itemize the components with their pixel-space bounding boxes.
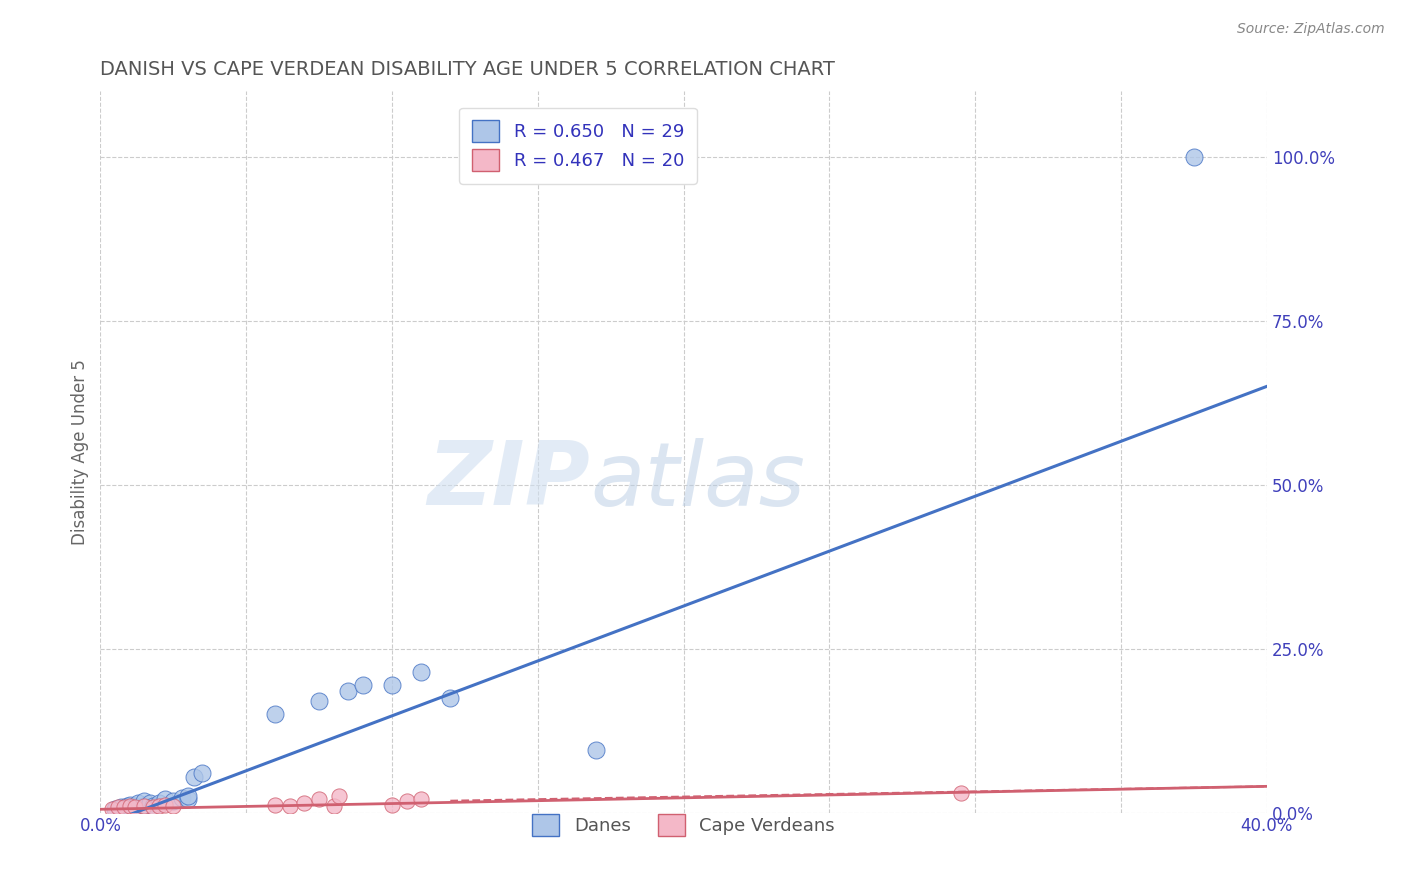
Point bbox=[112, 800, 135, 814]
Point bbox=[395, 794, 418, 808]
Y-axis label: Disability Age Under 5: Disability Age Under 5 bbox=[72, 359, 89, 545]
Point bbox=[110, 800, 132, 814]
Point bbox=[127, 796, 149, 810]
Text: DANISH VS CAPE VERDEAN DISABILITY AGE UNDER 5 CORRELATION CHART: DANISH VS CAPE VERDEAN DISABILITY AGE UN… bbox=[100, 60, 835, 78]
Point bbox=[107, 800, 129, 814]
Point bbox=[264, 797, 287, 812]
Point bbox=[439, 690, 461, 705]
Point bbox=[191, 766, 214, 780]
Point bbox=[101, 802, 124, 816]
Point bbox=[142, 799, 165, 814]
Point bbox=[585, 743, 607, 757]
Point bbox=[148, 799, 170, 814]
Point bbox=[118, 797, 141, 812]
Point bbox=[177, 789, 200, 804]
Point bbox=[118, 800, 141, 814]
Point bbox=[183, 770, 205, 784]
Point bbox=[411, 665, 433, 679]
Point bbox=[139, 796, 162, 810]
Point bbox=[1182, 150, 1205, 164]
Point bbox=[337, 684, 360, 698]
Point bbox=[294, 796, 316, 810]
Point bbox=[949, 786, 972, 800]
Point bbox=[328, 789, 350, 804]
Point bbox=[381, 678, 404, 692]
Point bbox=[153, 797, 176, 812]
Point bbox=[148, 796, 170, 810]
Point bbox=[132, 799, 155, 814]
Point bbox=[104, 802, 127, 816]
Point bbox=[132, 794, 155, 808]
Point bbox=[278, 799, 301, 814]
Text: Source: ZipAtlas.com: Source: ZipAtlas.com bbox=[1237, 22, 1385, 37]
Point bbox=[322, 799, 344, 814]
Point bbox=[264, 707, 287, 722]
Point bbox=[308, 792, 330, 806]
Point bbox=[411, 792, 433, 806]
Text: ZIP: ZIP bbox=[427, 437, 591, 524]
Point bbox=[112, 802, 135, 816]
Point bbox=[381, 797, 404, 812]
Point bbox=[124, 799, 146, 814]
Point bbox=[170, 791, 193, 805]
Point bbox=[162, 794, 184, 808]
Point bbox=[142, 800, 165, 814]
Point bbox=[153, 792, 176, 806]
Point bbox=[115, 799, 138, 814]
Point bbox=[132, 799, 155, 814]
Legend: Danes, Cape Verdeans: Danes, Cape Verdeans bbox=[524, 806, 842, 843]
Point bbox=[308, 694, 330, 708]
Point bbox=[124, 800, 146, 814]
Point bbox=[118, 799, 141, 814]
Point bbox=[162, 799, 184, 814]
Point bbox=[177, 792, 200, 806]
Text: atlas: atlas bbox=[591, 438, 806, 524]
Point bbox=[352, 678, 374, 692]
